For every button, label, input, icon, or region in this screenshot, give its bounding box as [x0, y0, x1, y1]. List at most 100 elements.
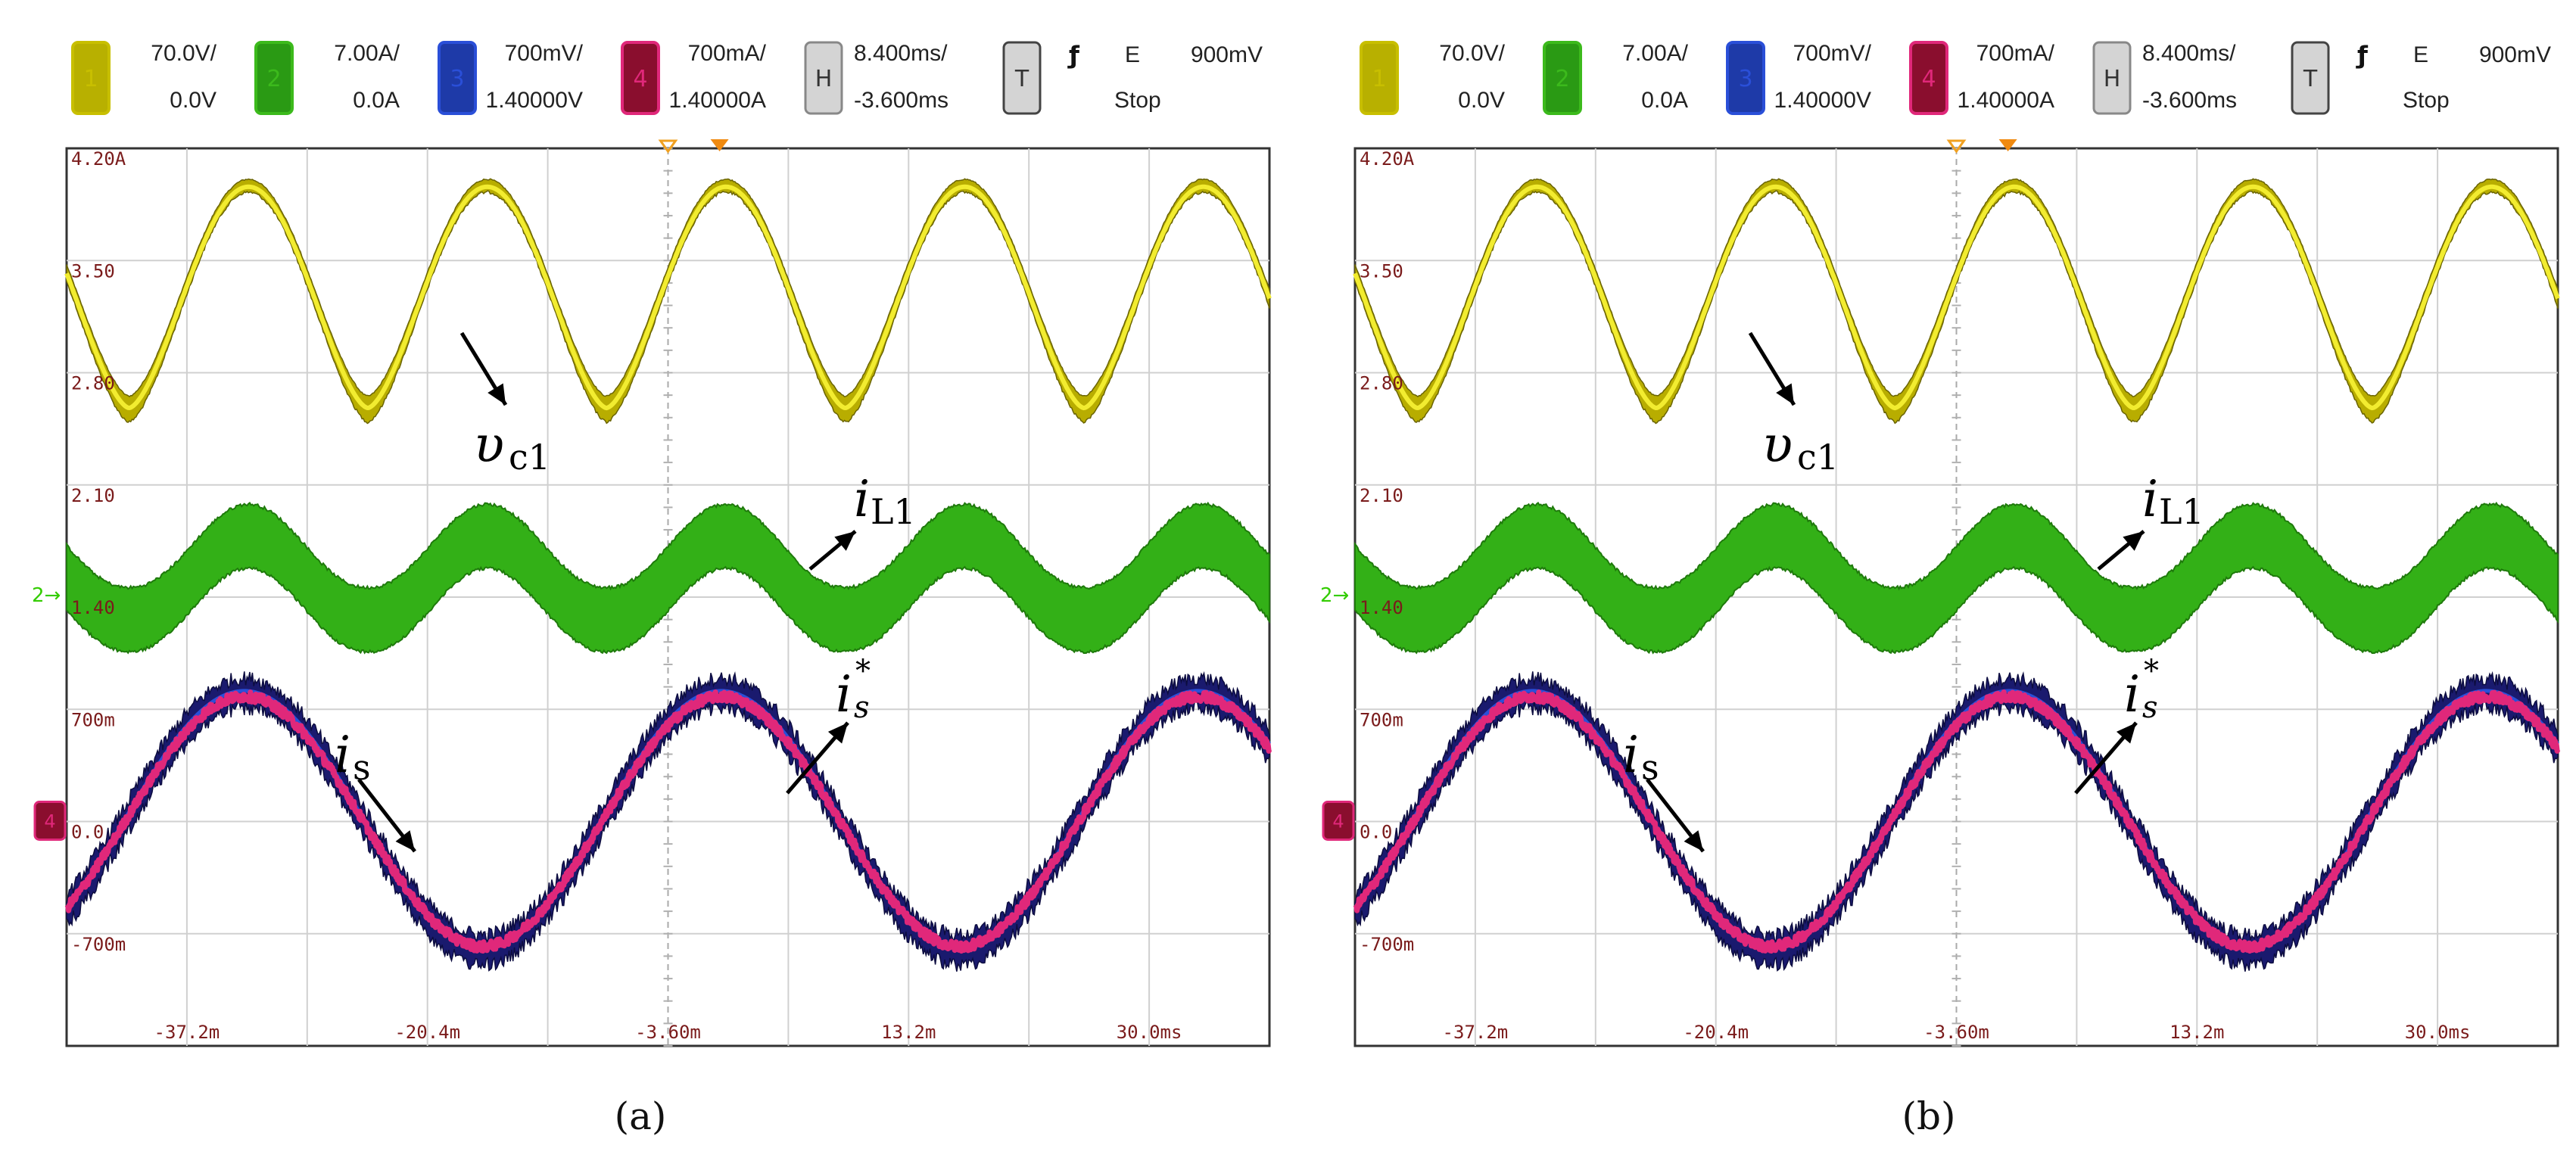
channel-3-scale: 700mV/ — [505, 41, 584, 66]
trigger-level: 900mV — [1191, 42, 1263, 67]
is-star-arrow — [2074, 721, 2138, 795]
trigger-edge-icon: ƒ — [1067, 41, 1080, 70]
channel-2-number: 2 — [1555, 66, 1569, 92]
series — [1353, 178, 2561, 972]
channel-1-scale: 70.0V/ — [1439, 41, 1505, 66]
iL1-symbol: i — [854, 470, 870, 528]
trigger-time-marker — [710, 139, 729, 151]
y-tick-label: 2.80 — [71, 373, 115, 394]
x-tick-label: -3.60m — [1923, 1022, 1989, 1043]
y-tick-label: -700m — [71, 934, 126, 955]
vc1-subscript: c1 — [509, 437, 550, 478]
is-star-superscript: * — [2144, 654, 2159, 689]
vc1-arrow — [459, 331, 508, 406]
timebase-badge-label: H — [2104, 66, 2121, 92]
channel-2-scale: 7.00A/ — [334, 41, 400, 66]
panel-1: 1 70.0V/0.0V 2 7.00A/0.0A 3 700mV/1.40000V 4 70… — [1320, 41, 2561, 1138]
trigger-badge-label: T — [2303, 66, 2318, 92]
vc1-arrow — [1748, 331, 1796, 406]
channel-1-offset: 0.0V — [170, 88, 216, 113]
is-star-arrow-head — [827, 723, 848, 744]
is-arrow — [1646, 778, 1705, 853]
channel-2-ground-marker: 2→ — [1320, 584, 1349, 607]
iL1-arrow — [808, 530, 857, 571]
trigger-level: 900mV — [2479, 42, 2551, 67]
timebase-scale: 8.400ms/ — [854, 41, 948, 66]
scope-header: 1 70.0V/0.0V 2 7.00A/0.0A 3 700mV/1.40000V 4 70… — [1360, 41, 2551, 115]
x-tick-label: -20.4m — [394, 1022, 460, 1043]
vc1-symbol: υ — [474, 415, 504, 474]
y-tick-label: 0.0 — [71, 822, 104, 843]
iL1-subscript: L1 — [871, 491, 916, 532]
series-vc1-line — [1353, 184, 2560, 411]
vc1-symbol: υ — [1762, 415, 1793, 474]
y-tick-labels: 4.20A 3.50 2.80 2.10 1.40 700m 0.0 -700m — [1360, 148, 1415, 955]
iL1-symbol: i — [2142, 470, 2158, 528]
trigger-state: Stop — [1114, 88, 1161, 113]
trigger-mode: E — [2413, 42, 2428, 67]
timebase-offset: -3.600ms — [2142, 88, 2237, 113]
is-arrow-head — [1684, 830, 1703, 851]
y-tick-label: 0.0 — [1360, 822, 1392, 843]
series-vc1-band — [66, 178, 1270, 425]
x-tick-label: -37.2m — [1443, 1022, 1509, 1043]
series — [64, 178, 1272, 972]
iL1-subscript: L1 — [2159, 491, 2204, 532]
x-tick-labels: -37.2m -20.4m -3.60m 13.2m 30.0ms — [154, 1022, 1182, 1043]
x-tick-label: -37.2m — [154, 1022, 220, 1043]
is-subscript: s — [1641, 747, 1659, 788]
y-tick-label: 4.20A — [71, 148, 126, 170]
y-tick-label: 700m — [71, 709, 115, 730]
channel-3-badge — [1726, 41, 1765, 115]
trigger-edge-icon: ƒ — [2356, 41, 2369, 70]
y-tick-label: 2.80 — [1360, 373, 1403, 394]
channel-4-marker-label: 4 — [1332, 811, 1344, 832]
channel-1-number: 1 — [83, 66, 98, 92]
timebase-offset: -3.600ms — [854, 88, 948, 113]
iL1-arrow-head — [2123, 531, 2144, 551]
y-tick-label: 2.10 — [71, 485, 115, 506]
series-iL1-band — [1354, 501, 2559, 655]
channel-1-badge — [1360, 41, 1399, 115]
is-star-subscript: s — [854, 690, 870, 725]
is-symbol: i — [1623, 726, 1639, 784]
x-tick-label: 30.0ms — [2405, 1022, 2471, 1043]
channel-3-offset: 1.40000V — [1774, 88, 1871, 113]
channel-2-badge — [1543, 41, 1582, 115]
channel-2-ground-marker: 2→ — [32, 584, 61, 607]
channel-2-number: 2 — [266, 66, 281, 92]
y-tick-label: 3.50 — [1360, 260, 1403, 282]
panel-caption: (a) — [615, 1094, 667, 1138]
channel-2-badge — [254, 41, 294, 115]
y-tick-label: -700m — [1360, 934, 1414, 955]
trigger-badge — [1002, 41, 1042, 115]
channel-4-scale: 700mA/ — [688, 41, 767, 66]
iL1-arrow-head — [834, 531, 855, 551]
is-star-symbol: i — [2124, 665, 2140, 723]
panel-0: 1 70.0V/0.0V 2 7.00A/0.0A 3 700mV/1.40000V 4 70… — [32, 41, 1272, 1138]
trigger-position-marker — [1946, 139, 1967, 154]
timebase-scale: 8.400ms/ — [2142, 41, 2236, 66]
is-star-arrow-head — [2116, 723, 2136, 744]
trigger-time-marker — [1998, 139, 2017, 151]
channel-4-offset: 1.40000A — [669, 88, 766, 113]
channel-4-ground-marker — [33, 801, 67, 841]
y-tick-label: 2.10 — [1360, 485, 1403, 506]
y-tick-labels: 4.20A 3.50 2.80 2.10 1.40 700m 0.0 -700m — [71, 148, 126, 955]
channel-3-number: 3 — [450, 66, 464, 92]
trigger-state: Stop — [2403, 88, 2450, 113]
series-is-star-line — [64, 689, 1272, 954]
trigger-badge-label: T — [1014, 66, 1029, 92]
vc1-arrow-head — [487, 383, 506, 405]
channel-3-number: 3 — [1738, 66, 1752, 92]
is-symbol: i — [335, 726, 350, 784]
y-tick-label: 4.20A — [1360, 148, 1415, 170]
channel-2-offset: 0.0A — [353, 88, 400, 113]
channel-3-badge — [438, 41, 477, 115]
series-vc1-line — [64, 184, 1272, 411]
series-iL1-band — [66, 501, 1270, 655]
is-arrow-head — [395, 830, 415, 851]
panel-caption: (b) — [1902, 1094, 1955, 1138]
